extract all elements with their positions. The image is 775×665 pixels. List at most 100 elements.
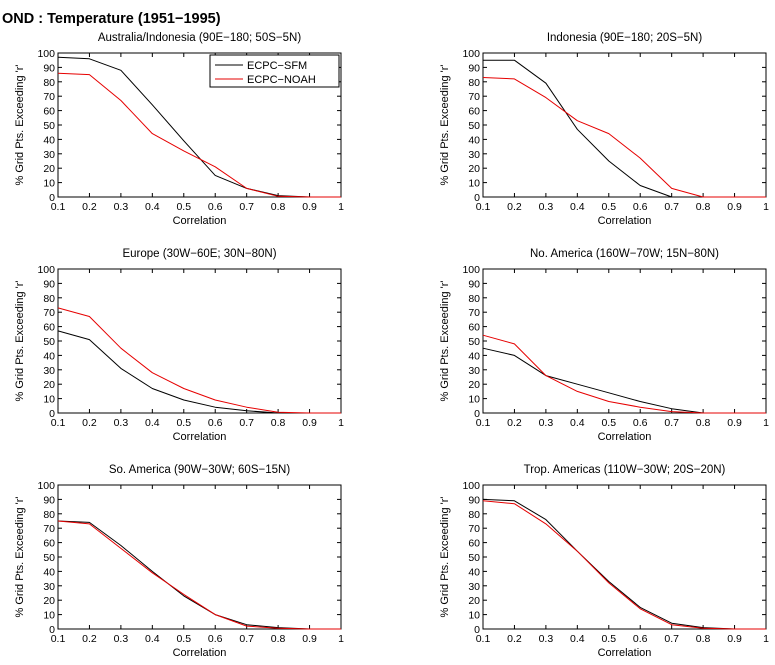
- y-tick-label: 50: [43, 336, 55, 348]
- y-tick-label: 90: [468, 278, 480, 290]
- x-tick-label: 0.8: [271, 417, 286, 429]
- series-line-ecpc-noah: [482, 77, 766, 198]
- y-tick-label: 40: [468, 134, 480, 146]
- x-tick-label: 0.3: [114, 201, 129, 213]
- y-tick-label: 70: [468, 307, 480, 319]
- x-tick-label: 1: [338, 201, 344, 213]
- panel-title: Trop. Americas (110W−30W; 20S−20N): [524, 464, 726, 476]
- y-tick-label: 100: [37, 48, 55, 60]
- x-tick-label: 0.2: [82, 633, 97, 645]
- x-tick-label: 0.1: [476, 633, 491, 645]
- y-tick-label: 20: [43, 163, 55, 175]
- y-tick-label: 40: [43, 134, 55, 146]
- x-tick-label: 0.7: [664, 633, 679, 645]
- x-tick-label: 0.8: [696, 201, 711, 213]
- x-axis-label: Correlation: [598, 215, 652, 227]
- x-tick-label: 0.3: [114, 417, 129, 429]
- y-tick-label: 70: [468, 523, 480, 535]
- x-tick-label: 0.5: [601, 417, 616, 429]
- x-tick-label: 0.3: [539, 417, 554, 429]
- x-tick-label: 0.5: [176, 417, 191, 429]
- panel-title: Australia/Indonesia (90E−180; 50S−5N): [98, 32, 301, 44]
- y-tick-label: 100: [37, 264, 55, 276]
- y-tick-label: 100: [462, 264, 480, 276]
- y-tick-label: 0: [474, 192, 480, 204]
- y-tick-label: 0: [49, 408, 55, 420]
- x-tick-label: 0.1: [476, 417, 491, 429]
- x-tick-label: 0.6: [208, 201, 223, 213]
- figure-title: OND : Temperature (1951−1995): [2, 11, 221, 27]
- y-tick-label: 10: [43, 178, 55, 190]
- y-tick-label: 60: [43, 106, 55, 118]
- x-tick-label: 0.7: [239, 633, 254, 645]
- series-line-ecpc-sfm: [57, 520, 341, 630]
- x-tick-label: 0.6: [208, 633, 223, 645]
- x-axis-label: Correlation: [173, 215, 227, 227]
- panel-4: 0.1 0.2 0.3 0.4 0.5 0.6 0.7 0.8 0.9 1010203040506…: [439, 248, 769, 443]
- y-tick-label: 70: [43, 91, 55, 103]
- y-axis-label: % Grid Pts. Exceeding 'r': [439, 497, 451, 618]
- panel-title: Europe (30W−60E; 30N−80N): [122, 248, 276, 260]
- y-tick-label: 40: [468, 566, 480, 578]
- x-tick-label: 0.4: [570, 417, 585, 429]
- x-tick-label: 0.1: [51, 417, 66, 429]
- x-tick-label: 0.9: [302, 633, 317, 645]
- x-axis-label: Correlation: [598, 431, 652, 443]
- y-tick-label: 80: [43, 509, 55, 521]
- x-tick-label: 0.8: [271, 201, 286, 213]
- series-line-ecpc-sfm: [482, 498, 766, 630]
- legend-label-ecpc-noah: ECPC−NOAH: [247, 74, 316, 86]
- x-tick-label: 0.2: [507, 417, 522, 429]
- x-tick-label: 0.2: [82, 417, 97, 429]
- y-tick-label: 60: [468, 322, 480, 334]
- x-tick-label: 0.8: [271, 633, 286, 645]
- x-tick-label: 0.9: [302, 417, 317, 429]
- plot-frame: [482, 484, 767, 630]
- x-tick-label: 0.3: [539, 633, 554, 645]
- x-tick-label: 0.4: [145, 417, 160, 429]
- y-tick-label: 50: [468, 552, 480, 564]
- x-tick-label: 0.9: [727, 417, 742, 429]
- x-tick-label: 0.2: [82, 201, 97, 213]
- x-tick-label: 0.4: [145, 633, 160, 645]
- x-tick-label: 0.6: [633, 633, 648, 645]
- y-tick-label: 60: [468, 106, 480, 118]
- x-tick-label: 0.1: [476, 201, 491, 213]
- y-tick-label: 20: [468, 379, 480, 391]
- series-line-ecpc-sfm: [483, 59, 766, 198]
- x-tick-label: 0.3: [539, 201, 554, 213]
- y-tick-label: 30: [468, 365, 480, 377]
- y-tick-label: 60: [43, 538, 55, 550]
- y-tick-label: 80: [43, 77, 55, 89]
- x-tick-label: 0.5: [601, 201, 616, 213]
- y-tick-label: 60: [43, 322, 55, 334]
- y-tick-label: 30: [468, 581, 480, 593]
- y-tick-label: 90: [468, 494, 480, 506]
- y-tick-label: 10: [468, 394, 480, 406]
- x-tick-label: 1: [338, 417, 344, 429]
- y-tick-label: 30: [43, 149, 55, 161]
- y-tick-label: 80: [468, 509, 480, 521]
- y-tick-label: 80: [43, 293, 55, 305]
- plot-frame: [482, 52, 767, 198]
- y-axis-label: % Grid Pts. Exceeding 'r': [14, 281, 26, 402]
- y-tick-label: 40: [43, 566, 55, 578]
- panel-2: 0.1 0.2 0.3 0.4 0.5 0.6 0.7 0.8 0.9 1010203040506…: [439, 32, 769, 227]
- y-axis-label: % Grid Pts. Exceeding 'r': [439, 65, 451, 186]
- y-tick-label: 90: [468, 62, 480, 74]
- panel-5: 0.1 0.2 0.3 0.4 0.5 0.6 0.7 0.8 0.9 1010203040506…: [14, 464, 344, 659]
- x-tick-label: 0.6: [208, 417, 223, 429]
- x-tick-label: 0.7: [664, 417, 679, 429]
- y-tick-label: 50: [468, 120, 480, 132]
- x-tick-label: 0.4: [570, 201, 585, 213]
- x-tick-label: 1: [763, 201, 769, 213]
- y-tick-label: 40: [468, 350, 480, 362]
- y-axis-label: % Grid Pts. Exceeding 'r': [14, 65, 26, 186]
- x-tick-label: 1: [763, 633, 769, 645]
- y-tick-label: 50: [43, 552, 55, 564]
- y-tick-label: 10: [468, 610, 480, 622]
- y-tick-label: 60: [468, 538, 480, 550]
- x-tick-label: 1: [338, 633, 344, 645]
- x-tick-label: 0.4: [145, 201, 160, 213]
